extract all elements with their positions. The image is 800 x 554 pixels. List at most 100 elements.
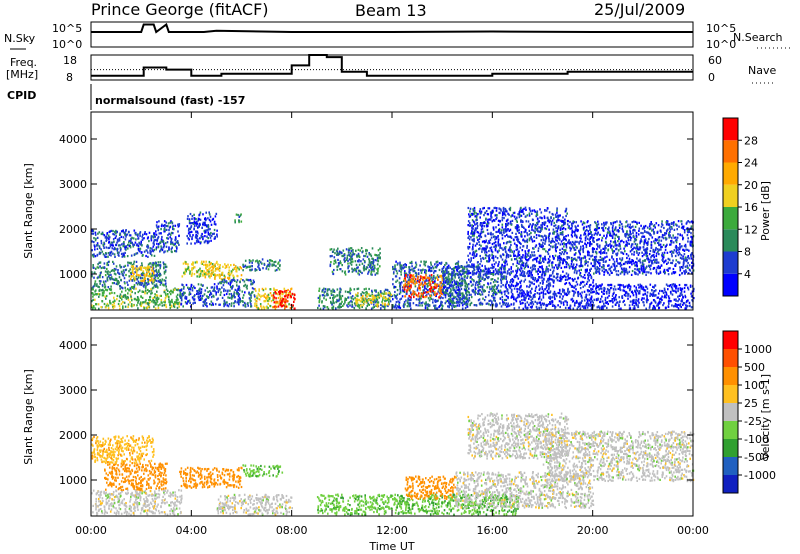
heatmap-cell [526, 244, 528, 247]
heatmap-cell [491, 256, 493, 259]
heatmap-cell [486, 260, 488, 263]
heatmap-cell [491, 278, 494, 281]
heatmap-cell [351, 303, 353, 306]
heatmap-cell [498, 268, 500, 272]
heatmap-cell [217, 289, 220, 292]
heatmap-cell [503, 260, 505, 264]
heatmap-cell [332, 290, 334, 293]
heatmap-cell [484, 295, 487, 299]
heatmap-cell [230, 270, 233, 273]
heatmap-cell [191, 269, 193, 272]
heatmap-cell [199, 295, 202, 298]
heatmap-cell [366, 298, 368, 301]
heatmap-cell [590, 295, 593, 298]
heatmap-cell [457, 267, 460, 270]
heatmap-cell [506, 219, 508, 222]
heatmap-cell [227, 305, 230, 308]
heatmap-cell [505, 302, 507, 305]
heatmap-cell [548, 228, 550, 231]
heatmap-cell [410, 278, 413, 282]
heatmap-cell [566, 223, 569, 226]
heatmap-cell [520, 255, 522, 259]
heatmap-cell [340, 288, 342, 291]
nave-tick-low: 0 [708, 71, 715, 84]
heatmap-cell [461, 307, 464, 310]
heatmap-cell [407, 280, 410, 284]
heatmap-cell [464, 281, 467, 284]
heatmap-cell [267, 264, 269, 268]
heatmap-cell [435, 307, 437, 310]
heatmap-cell [525, 220, 528, 223]
heatmap-cell [535, 224, 538, 227]
heatmap-cell [127, 283, 129, 286]
heatmap-cell [239, 299, 242, 303]
heatmap-cell [528, 214, 531, 217]
heatmap-cell [128, 261, 131, 264]
heatmap-cell [167, 225, 169, 228]
heatmap-cell [515, 244, 518, 247]
heatmap-cell [500, 209, 502, 212]
heatmap-cell [479, 222, 482, 225]
heatmap-cell [248, 291, 250, 294]
heatmap-cell [199, 237, 201, 240]
heatmap-cell [487, 207, 489, 210]
heatmap-cell [447, 287, 449, 290]
heatmap-cell [432, 301, 434, 304]
heatmap-cell [549, 255, 551, 258]
heatmap-cell [504, 284, 507, 287]
heatmap-cell [474, 215, 476, 218]
heatmap-cell [141, 244, 143, 247]
heatmap-cell [249, 265, 252, 268]
heatmap-cell [483, 241, 486, 244]
heatmap-cell [102, 243, 105, 247]
heatmap-cell [549, 302, 552, 305]
heatmap-cell [456, 281, 459, 284]
heatmap-cell [108, 240, 111, 243]
heatmap-cell [553, 266, 555, 269]
heatmap-cell [109, 230, 111, 233]
heatmap-cell [332, 288, 334, 291]
heatmap-cell [521, 273, 523, 277]
heatmap-cell [467, 230, 469, 234]
heatmap-cell [154, 284, 157, 287]
heatmap-cell [509, 250, 511, 253]
heatmap-cell [261, 258, 264, 261]
series-line [91, 54, 693, 77]
heatmap-cell [564, 228, 567, 231]
heatmap-cell [128, 241, 130, 244]
heatmap-cell [542, 235, 544, 238]
heatmap-cell [117, 240, 119, 243]
heatmap-cell [496, 270, 499, 273]
heatmap-cell [91, 254, 94, 257]
heatmap-cell [130, 297, 133, 300]
heatmap-cell [490, 287, 493, 290]
heatmap-cell [481, 288, 484, 291]
heatmap-cell [228, 296, 231, 299]
heatmap-cell [477, 281, 480, 284]
heatmap-cell [513, 287, 516, 290]
heatmap-cell [124, 295, 127, 298]
heatmap-cell [405, 263, 407, 267]
heatmap-cell [96, 283, 98, 286]
heatmap-cell [219, 293, 222, 296]
heatmap-cell [273, 288, 275, 291]
heatmap-cell [484, 289, 486, 293]
heatmap-cell [560, 302, 562, 305]
heatmap-cell [385, 297, 388, 300]
heatmap-cell [183, 292, 185, 295]
heatmap-cell [122, 252, 125, 255]
heatmap-cell [406, 283, 408, 286]
heatmap-cell [375, 300, 378, 303]
heatmap-cell [353, 302, 356, 305]
heatmap-cell [545, 227, 548, 231]
heatmap-cell [286, 296, 289, 299]
heatmap-cell [437, 263, 439, 266]
heatmap-cell [467, 245, 469, 249]
heatmap-cell [152, 286, 155, 289]
heatmap-cell [124, 233, 126, 236]
heatmap-cell [265, 298, 268, 301]
heatmap-cell [133, 284, 136, 287]
heatmap-cell [520, 231, 523, 234]
heatmap-cell [195, 239, 198, 242]
heatmap-cell [515, 248, 517, 251]
